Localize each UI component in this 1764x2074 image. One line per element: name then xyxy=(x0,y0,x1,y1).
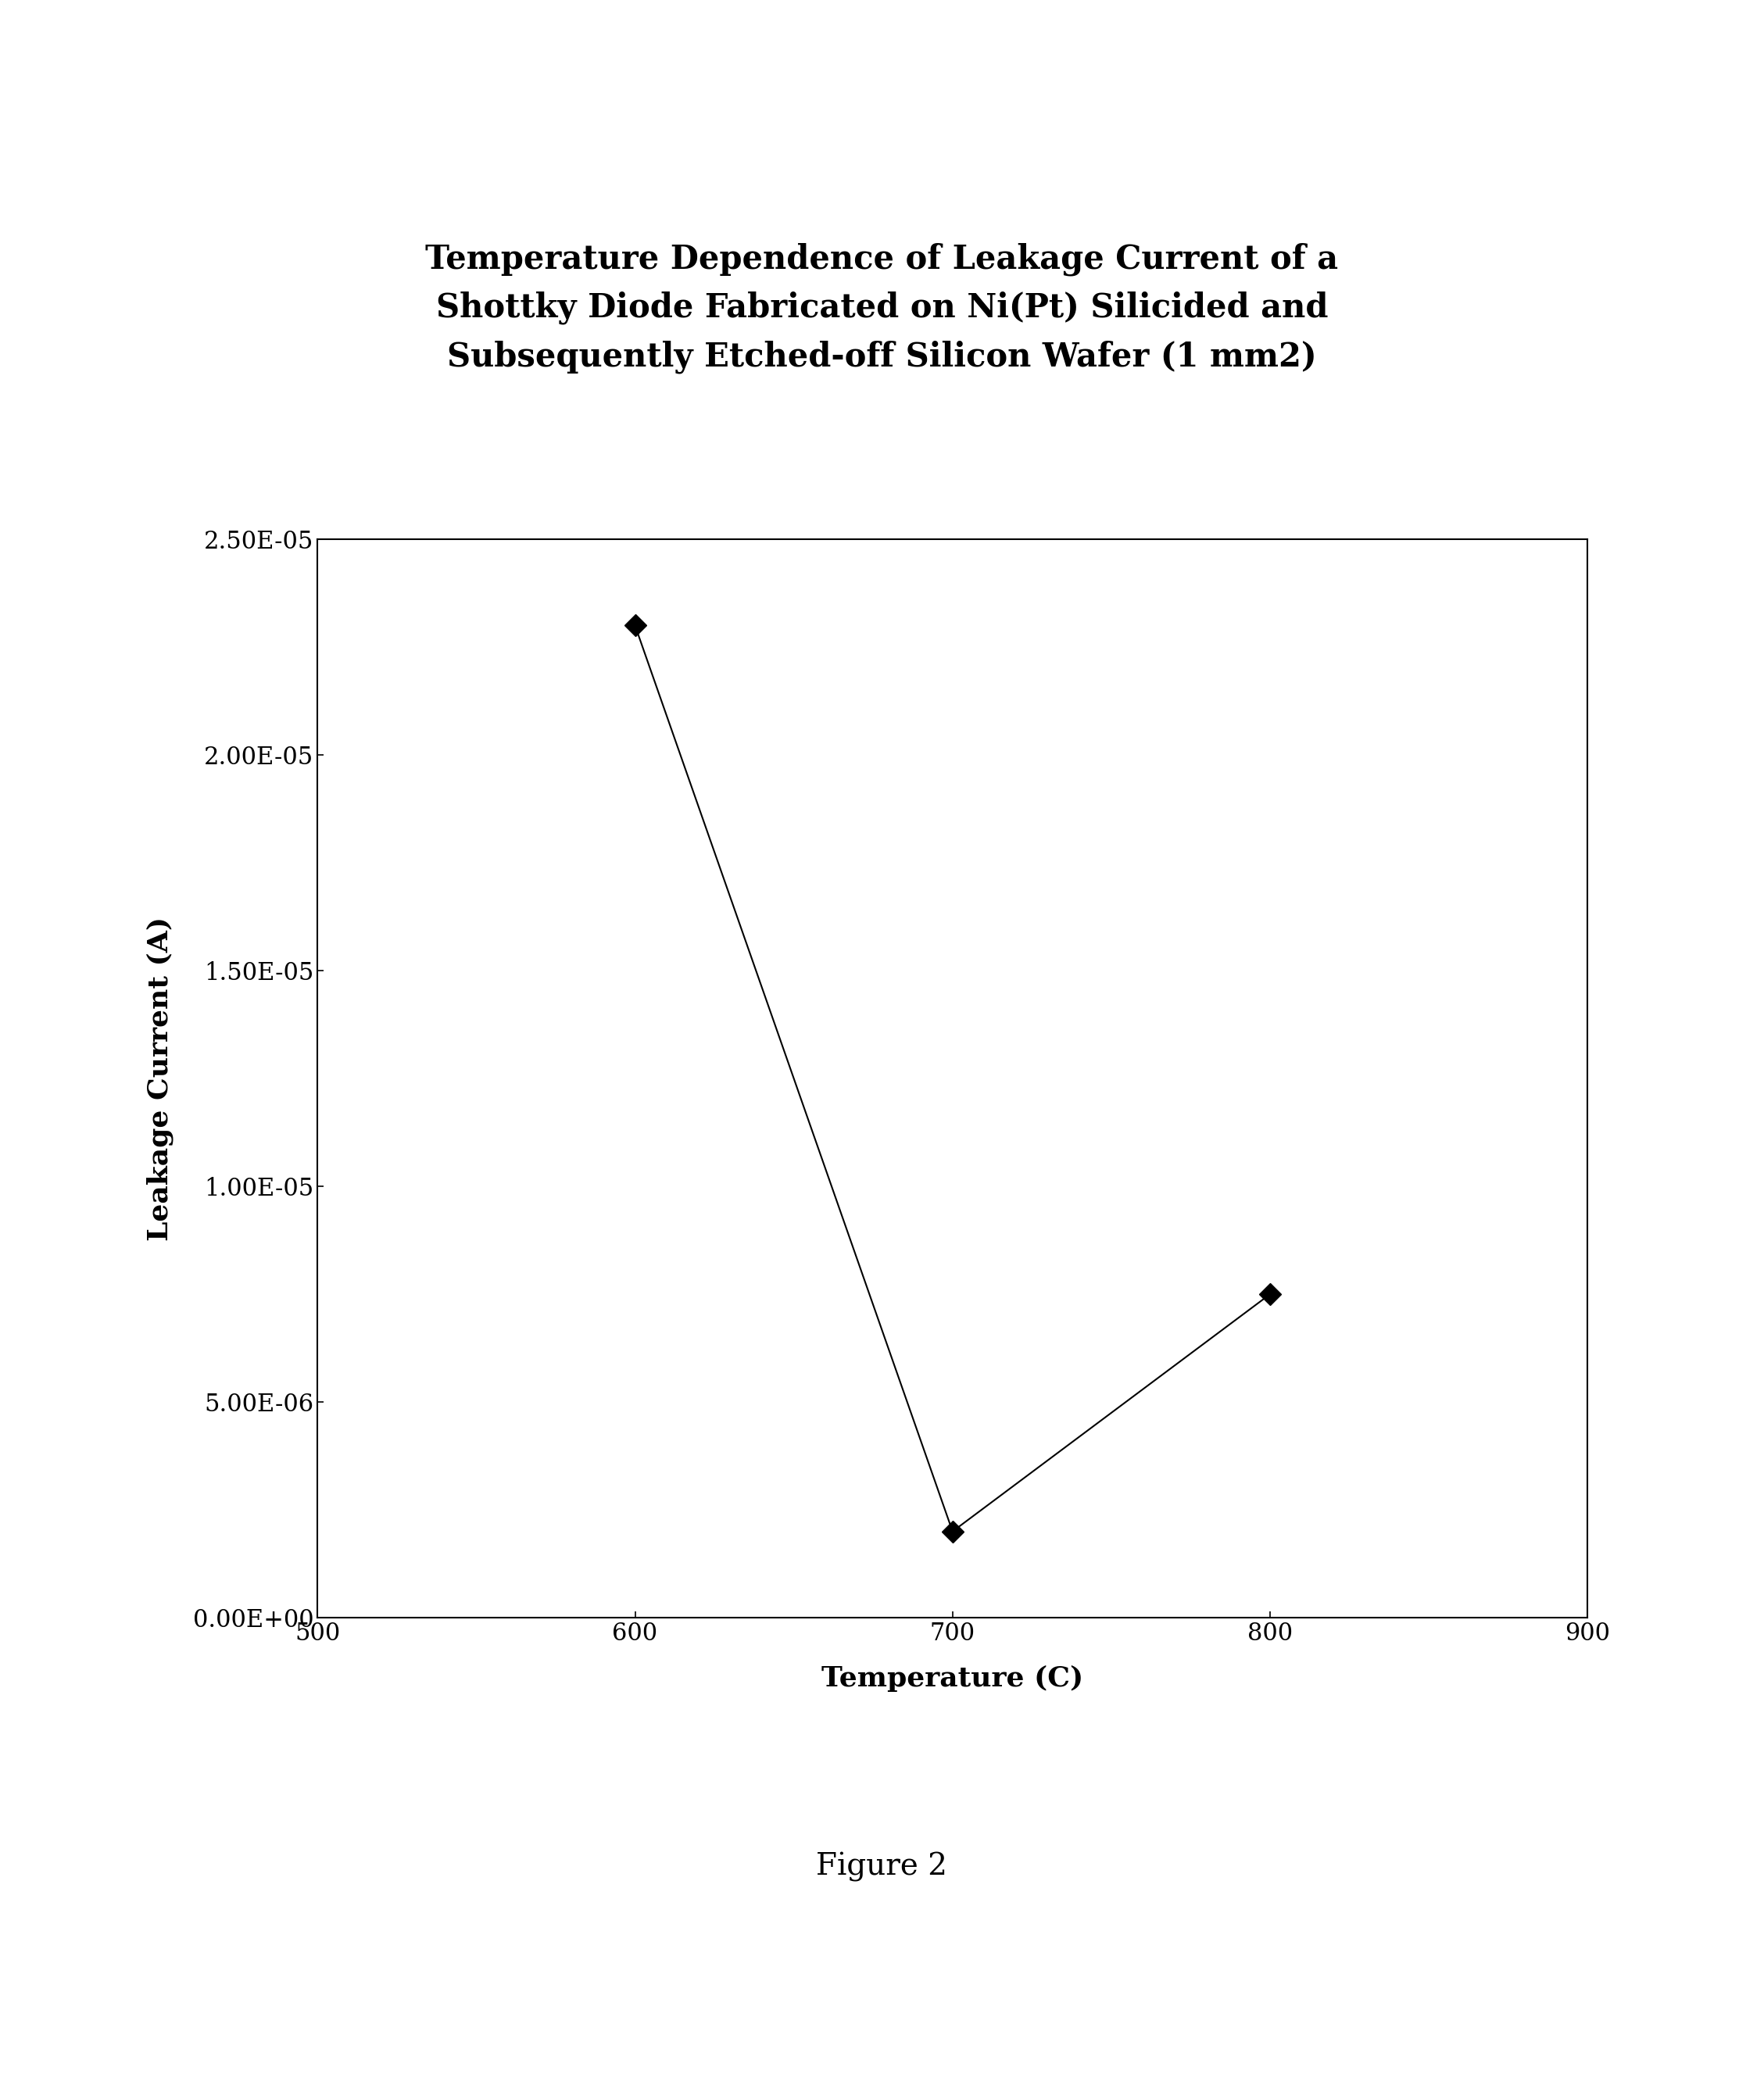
Text: Figure 2: Figure 2 xyxy=(817,1852,947,1881)
Y-axis label: Leakage Current (A): Leakage Current (A) xyxy=(146,917,173,1240)
X-axis label: Temperature (C): Temperature (C) xyxy=(822,1665,1083,1692)
Text: Temperature Dependence of Leakage Current of a
Shottky Diode Fabricated on Ni(Pt: Temperature Dependence of Leakage Curren… xyxy=(425,243,1339,373)
